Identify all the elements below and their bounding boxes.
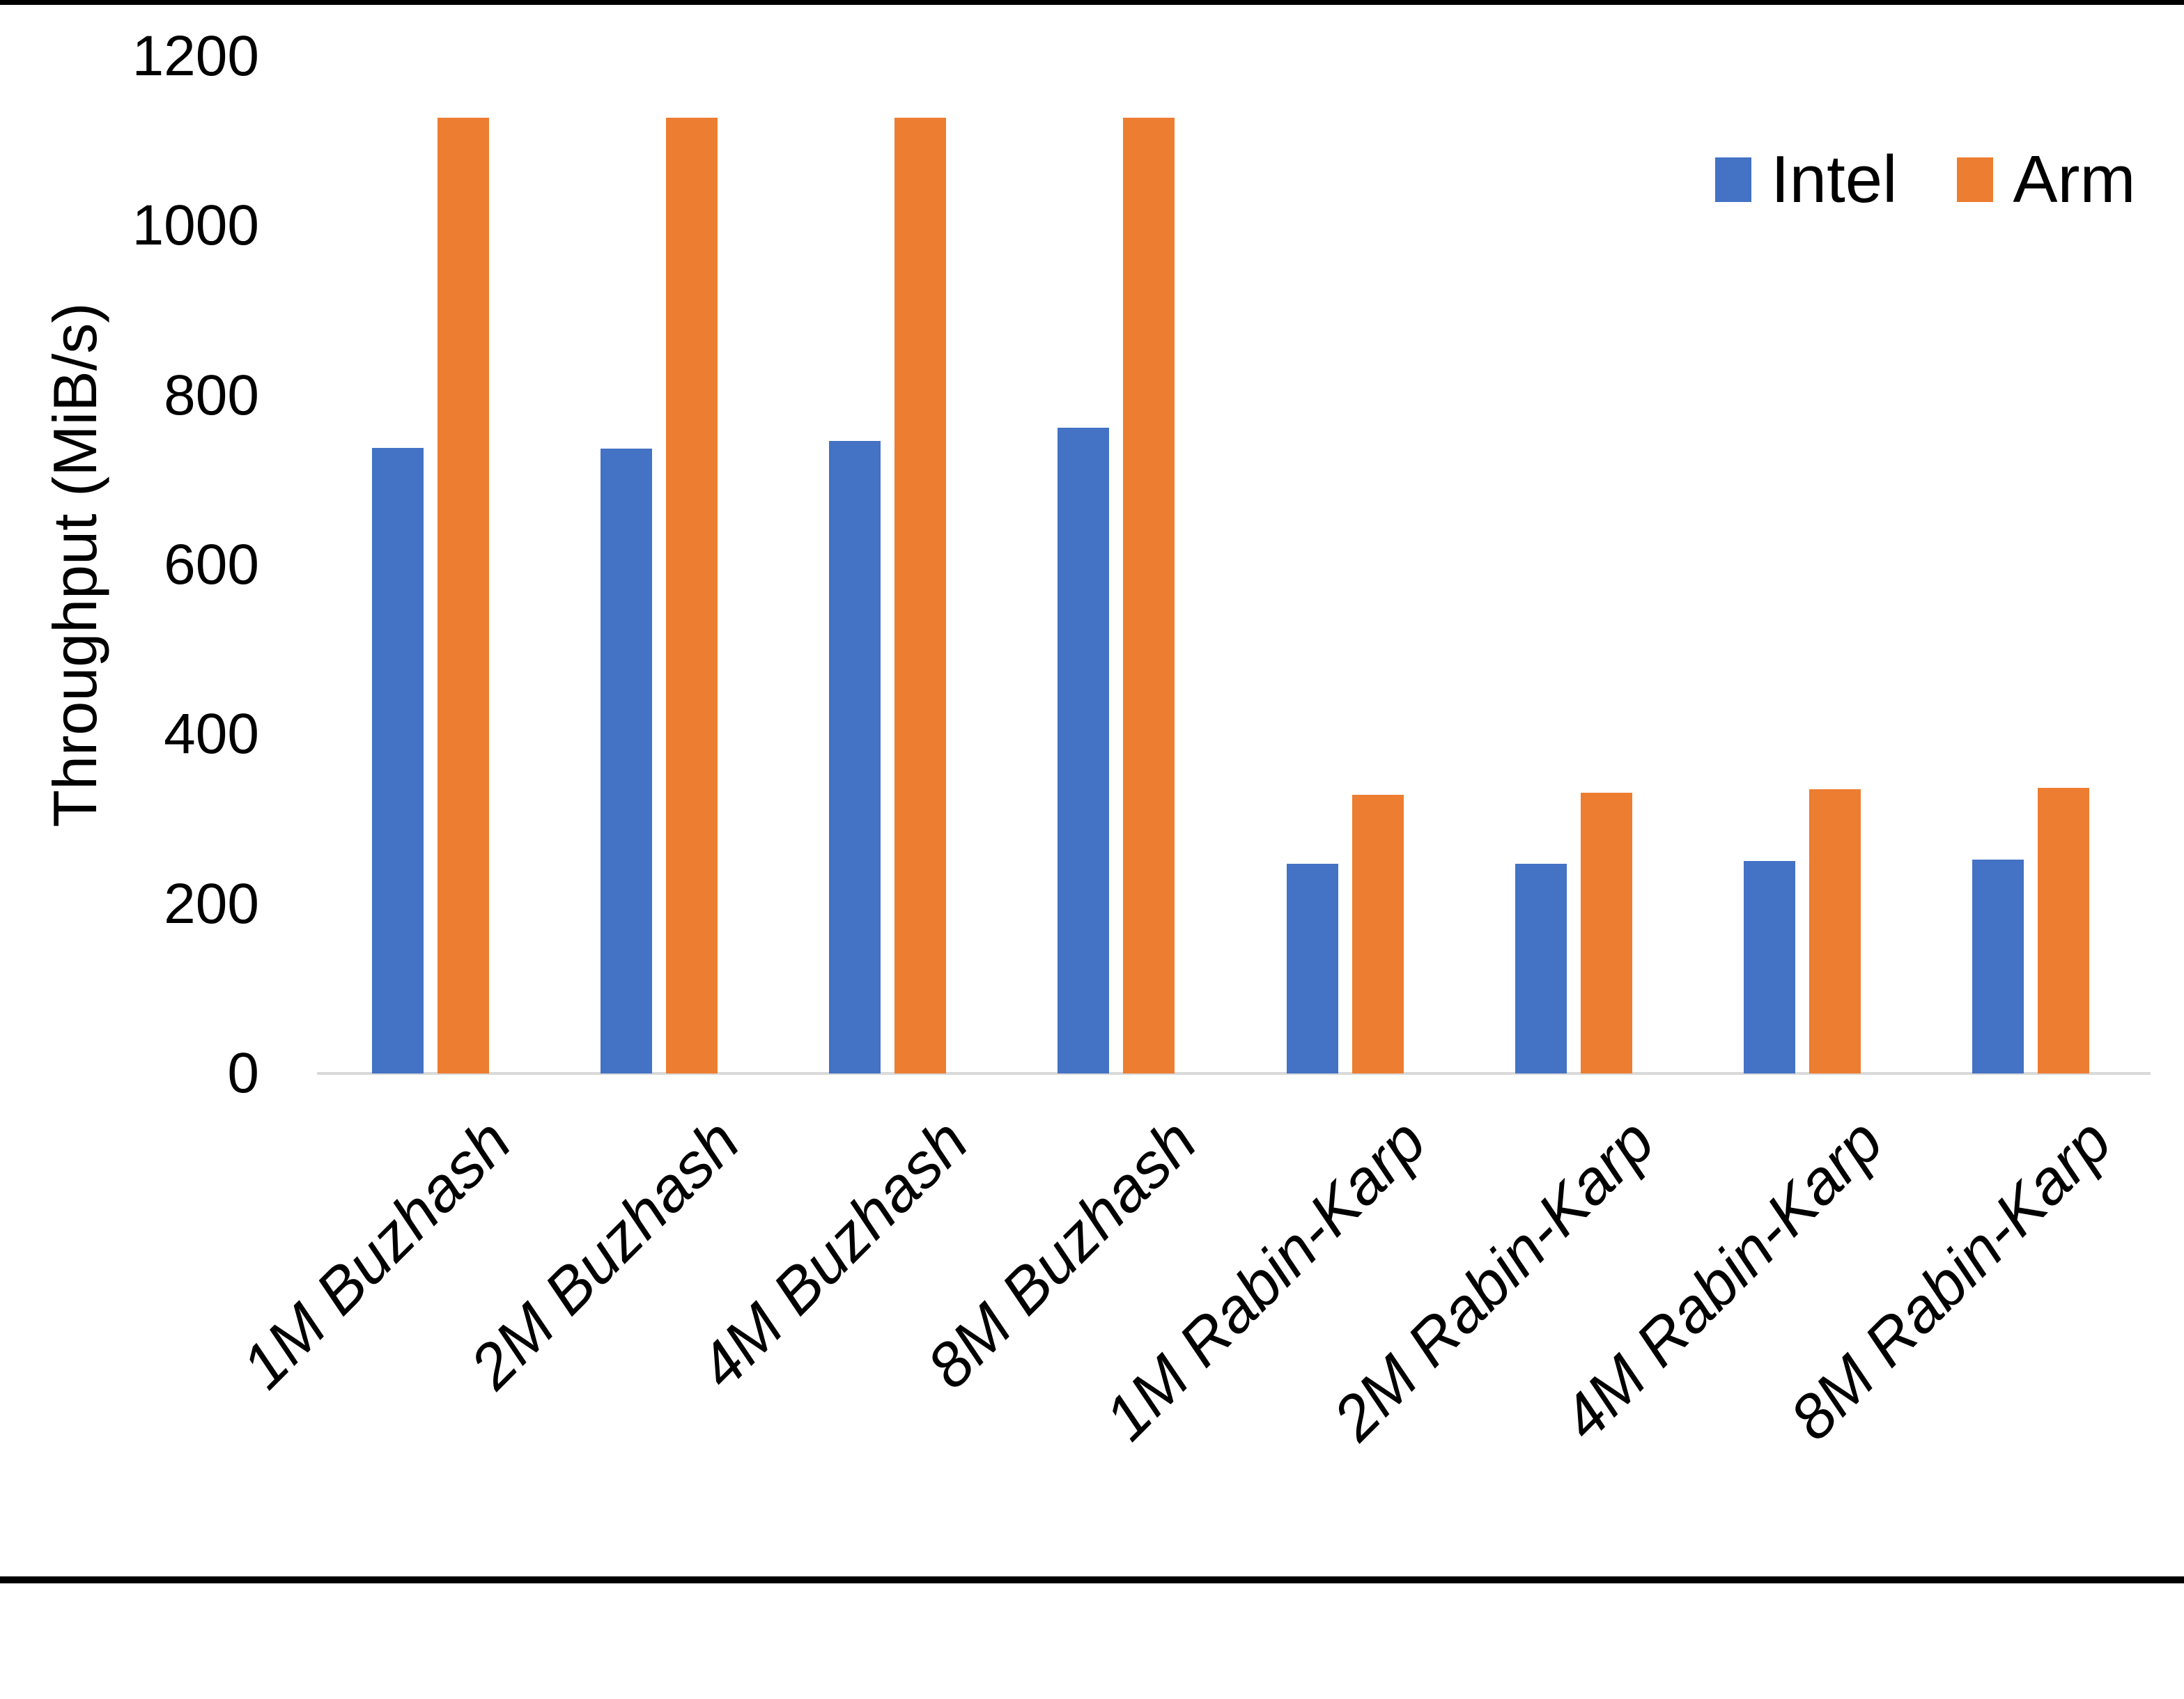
bar-arm-4m-buzhash (894, 117, 947, 1073)
legend-label-intel: Intel (1771, 142, 1898, 217)
bar-arm-2m-rabin-karp (1580, 793, 1632, 1073)
x-axis-line (317, 1072, 2151, 1075)
bar-intel-2m-rabin-karp (1515, 864, 1567, 1073)
y-tick-label-200: 200 (164, 871, 259, 936)
bar-arm-2m-buzhash (666, 117, 718, 1073)
bar-arm-8m-rabin-karp (2037, 787, 2089, 1073)
bar-intel-8m-rabin-karp (1972, 860, 2024, 1073)
bar-arm-4m-rabin-karp (1809, 789, 1861, 1073)
y-tick-label-0: 0 (227, 1041, 259, 1105)
bar-intel-1m-rabin-karp (1286, 864, 1338, 1073)
bar-arm-1m-buzhash (437, 117, 489, 1073)
y-tick-label-600: 600 (164, 533, 259, 596)
bar-intel-4m-rabin-karp (1743, 860, 1795, 1073)
bar-arm-8m-buzhash (1123, 117, 1175, 1073)
y-tick-label-1000: 1000 (132, 194, 259, 258)
bar-intel-1m-buzhash (372, 448, 424, 1073)
bar-intel-2m-buzhash (601, 449, 653, 1073)
legend: Intel Arm (1715, 138, 2135, 222)
bottom-border-line (0, 1576, 2184, 1583)
y-tick-label-800: 800 (164, 363, 259, 427)
bar-arm-1m-rabin-karp (1352, 794, 1404, 1073)
legend-label-arm: Arm (2013, 142, 2136, 217)
legend-swatch-intel (1715, 157, 1751, 202)
y-tick-label-1200: 1200 (132, 24, 259, 88)
y-tick-label-400: 400 (164, 702, 259, 766)
bar-intel-8m-buzhash (1058, 427, 1110, 1073)
top-border-line (0, 0, 2184, 5)
bar-intel-4m-buzhash (829, 441, 881, 1073)
bar-chart-figure: Throughput (MiB/s) 0 200 400 600 800 1000 1200… (0, 0, 2184, 1583)
legend-swatch-arm (1957, 157, 1994, 202)
